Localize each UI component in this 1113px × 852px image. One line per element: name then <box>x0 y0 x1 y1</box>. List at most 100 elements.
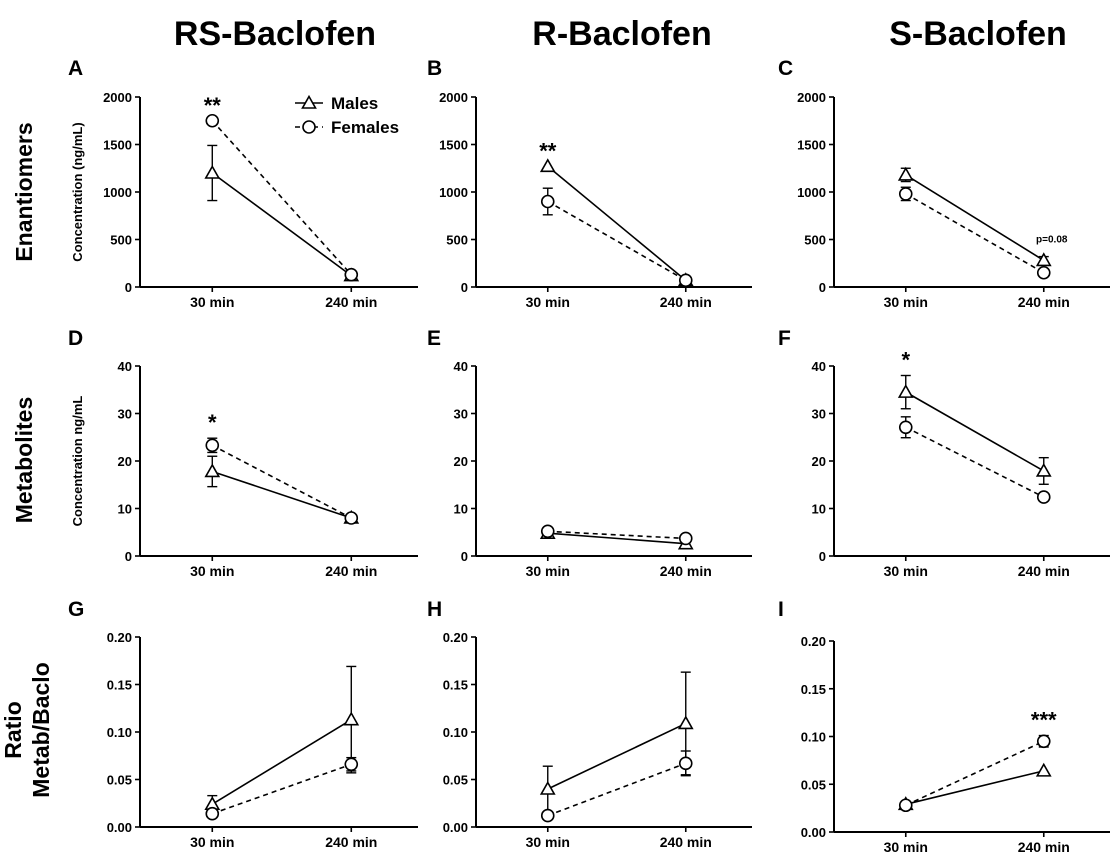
x-tick-label-d-0: 30 min <box>190 563 234 579</box>
series-males-f <box>897 374 1052 485</box>
point-females-e-0 <box>540 524 555 539</box>
point-females-a-1 <box>344 267 359 282</box>
point-females-c-0 <box>898 187 913 201</box>
y-tick-label-i-2: 0.10 <box>801 730 826 745</box>
point-females-g-1 <box>344 757 359 772</box>
panel-a: A 0 500 1000 1500 2000 30 min 240 min Concentrat… <box>68 57 418 310</box>
y-tick-label-e-1: 10 <box>454 502 468 517</box>
annotation-i-0: *** <box>1031 708 1057 733</box>
series-line-males-c <box>905 174 1045 262</box>
y-tick-label-h-1: 0.05 <box>443 773 468 788</box>
y-tick-label-a-3: 1500 <box>103 138 132 153</box>
x-tick-label-a-0: 30 min <box>190 294 234 310</box>
legend-males-label: Males <box>331 94 378 113</box>
x-tick-label-i-1: 240 min <box>1018 839 1070 852</box>
panel-letter-c: C <box>778 57 793 80</box>
x-tick-label-f-1: 240 min <box>1018 563 1070 579</box>
panel-letter-a: A <box>68 57 83 80</box>
point-males-d-0 <box>204 463 221 478</box>
y-tick-label-b-1: 500 <box>446 233 468 248</box>
panel-c: C 0 500 1000 1500 2000 30 min 240 min p=0.08 <box>778 57 1110 310</box>
y-tick-label-d-1: 10 <box>118 502 132 517</box>
panel-letter-h: H <box>427 598 442 621</box>
series-females-h <box>540 750 693 823</box>
row-title-ratio: Ratio Metab/Baclo <box>0 662 54 797</box>
legend: Males Females <box>295 94 399 137</box>
panel-letter-i: I <box>778 598 784 621</box>
point-females-b-1 <box>678 273 693 288</box>
panel-b: B 0 500 1000 1500 2000 30 min 240 min ** <box>427 57 752 310</box>
x-tick-label-e-0: 30 min <box>526 563 570 579</box>
series-line-males-g <box>211 718 352 805</box>
panel-g: G 0.00 0.05 0.10 0.15 0.20 30 min 240 min <box>68 598 418 850</box>
point-males-a-0 <box>204 164 221 179</box>
point-females-b-0 <box>540 194 555 209</box>
panel-letter-f: F <box>778 327 791 350</box>
point-males-b-0 <box>539 158 556 173</box>
series-line-males-b <box>547 165 687 281</box>
column-title-rs-baclofen: RS-Baclofen <box>174 15 376 53</box>
y-tick-label-d-2: 20 <box>118 454 132 469</box>
series-females-e <box>540 524 693 546</box>
legend-item-males: Males <box>295 94 378 113</box>
point-males-f-1 <box>1035 462 1052 477</box>
panel-letter-d: D <box>68 327 83 350</box>
point-males-h-0 <box>539 780 556 795</box>
y-tick-label-i-3: 0.15 <box>801 682 826 697</box>
point-males-c-0 <box>897 166 914 181</box>
series-males-c <box>897 166 1052 267</box>
series-males-b <box>539 158 694 287</box>
series-line-males-a <box>211 172 352 277</box>
series-line-males-h <box>547 722 687 790</box>
row-title-ratio-line-1: Ratio <box>0 701 26 759</box>
y-tick-label-d-3: 30 <box>118 407 132 422</box>
point-females-f-0 <box>898 420 913 435</box>
point-females-i-0 <box>898 798 913 813</box>
x-tick-label-c-1: 240 min <box>1018 294 1070 310</box>
series-females-i <box>898 734 1051 813</box>
series-line-males-d <box>212 470 352 519</box>
series-males-g <box>204 665 360 814</box>
point-males-f-0 <box>897 383 914 398</box>
y-tick-label-d-0: 0 <box>125 549 132 564</box>
point-females-g-0 <box>205 806 220 821</box>
series-females-a <box>205 113 359 282</box>
column-title-s-baclofen: S-Baclofen <box>889 15 1067 53</box>
y-tick-label-g-4: 0.20 <box>107 630 132 645</box>
y-tick-label-f-4: 40 <box>812 359 826 374</box>
point-females-a-0 <box>205 113 220 128</box>
series-line-males-e <box>547 532 686 545</box>
series-males-i <box>897 762 1052 811</box>
x-tick-label-g-1: 240 min <box>325 834 377 850</box>
row-title-metabolites-line: Metabolites <box>11 397 37 524</box>
series-males-e <box>539 525 694 550</box>
y-tick-label-b-0: 0 <box>461 280 468 295</box>
y-tick-label-e-3: 30 <box>454 407 468 422</box>
annotation-a-0: ** <box>204 93 222 118</box>
legend-item-females: Females <box>295 118 399 137</box>
y-tick-label-a-1: 500 <box>110 233 132 248</box>
point-males-i-1 <box>1035 762 1052 777</box>
row-title-enantiomers-line: Enantiomers <box>11 122 37 261</box>
point-females-h-1 <box>678 756 693 771</box>
y-tick-label-g-2: 0.10 <box>107 725 132 740</box>
y-axis-label-a: Concentration (ng/mL) <box>70 122 85 261</box>
y-tick-label-c-4: 2000 <box>797 90 826 105</box>
series-line-males-i <box>905 770 1044 806</box>
y-tick-label-h-4: 0.20 <box>443 630 468 645</box>
x-tick-label-a-1: 240 min <box>325 294 377 310</box>
point-males-h-1 <box>677 715 694 730</box>
point-females-i-1 <box>1036 734 1051 749</box>
panel-letter-e: E <box>427 327 441 350</box>
point-females-h-0 <box>540 808 555 823</box>
panel-letter-g: G <box>68 598 84 621</box>
point-males-g-1 <box>343 711 360 726</box>
y-tick-label-e-4: 40 <box>454 359 468 374</box>
x-tick-label-f-0: 30 min <box>884 563 928 579</box>
y-tick-label-c-0: 0 <box>819 280 826 295</box>
legend-females-marker <box>302 120 316 134</box>
y-tick-label-f-2: 20 <box>812 454 826 469</box>
y-tick-label-c-3: 1500 <box>797 138 826 153</box>
x-tick-label-e-1: 240 min <box>660 563 712 579</box>
